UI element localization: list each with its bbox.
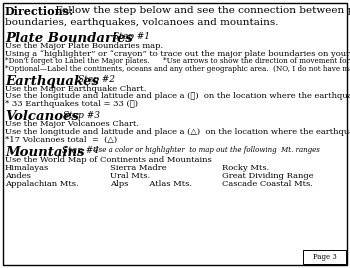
Text: Use the Major Volcanoes Chart.: Use the Major Volcanoes Chart. [5, 121, 139, 128]
Text: Follow the step below and see the connection between plate: Follow the step below and see the connec… [49, 6, 350, 15]
Text: *Optional—Label the continents, oceans and any other geographic area.  (NO, I do: *Optional—Label the continents, oceans a… [5, 65, 350, 73]
Text: * 33 Earthquakes total = 33 (☆): * 33 Earthquakes total = 33 (☆) [5, 100, 138, 108]
Text: Rocky Mts.: Rocky Mts. [222, 163, 269, 172]
Text: Step #3: Step #3 [63, 110, 100, 120]
Text: Volcanoes: Volcanoes [5, 110, 79, 124]
Text: Andes: Andes [5, 172, 31, 180]
Text: Step #4: Step #4 [62, 146, 99, 155]
Text: Plate Boundaries: Plate Boundaries [5, 32, 133, 45]
Text: Cascade Coastal Mts.: Cascade Coastal Mts. [222, 181, 313, 188]
Text: Sierra Madre: Sierra Madre [110, 163, 167, 172]
Text: Himalayas: Himalayas [5, 163, 49, 172]
Text: *17 Volcanoes total  =  (△): *17 Volcanoes total = (△) [5, 136, 117, 143]
Text: Use the Major Earthquake Chart.: Use the Major Earthquake Chart. [5, 85, 146, 93]
Text: Directions:: Directions: [5, 6, 74, 17]
Text: Earthquakes: Earthquakes [5, 75, 99, 88]
Text: Use the World Map of Continents and Mountains: Use the World Map of Continents and Moun… [5, 156, 212, 164]
Text: Appalachian Mts.: Appalachian Mts. [5, 181, 79, 188]
Text: Mountains: Mountains [5, 146, 85, 159]
Text: Page 3: Page 3 [313, 253, 336, 261]
Text: Using a “highlighter” or “crayon” to trace out the major plate boundaries on you: Using a “highlighter” or “crayon” to tra… [5, 50, 350, 58]
Text: Step #1: Step #1 [113, 32, 150, 41]
Text: Step #2: Step #2 [78, 75, 115, 84]
Text: Use the longitude and latitude and place a (☆)  on the location where the earthq: Use the longitude and latitude and place… [5, 92, 350, 100]
Text: *Don’t forget to Label the Major plates.      *Use arrows to show the direction : *Don’t forget to Label the Major plates.… [5, 57, 350, 65]
Text: Ural Mts.: Ural Mts. [110, 172, 150, 180]
Bar [303, 250, 346, 264]
Text: Alps        Atlas Mts.: Alps Atlas Mts. [110, 181, 192, 188]
Text: boundaries, earthquakes, volcanoes and mountains.: boundaries, earthquakes, volcanoes and m… [5, 18, 279, 27]
Text: Use a color or highlighter  to map out the following  Mt. ranges: Use a color or highlighter to map out th… [86, 146, 320, 154]
Text: Use the longitude and latitude and place a (△)  on the location where the earthq: Use the longitude and latitude and place… [5, 128, 350, 136]
Text: Great Dividing Range: Great Dividing Range [222, 172, 314, 180]
Text: Use the Major Plate Boundaries map.: Use the Major Plate Boundaries map. [5, 42, 163, 50]
